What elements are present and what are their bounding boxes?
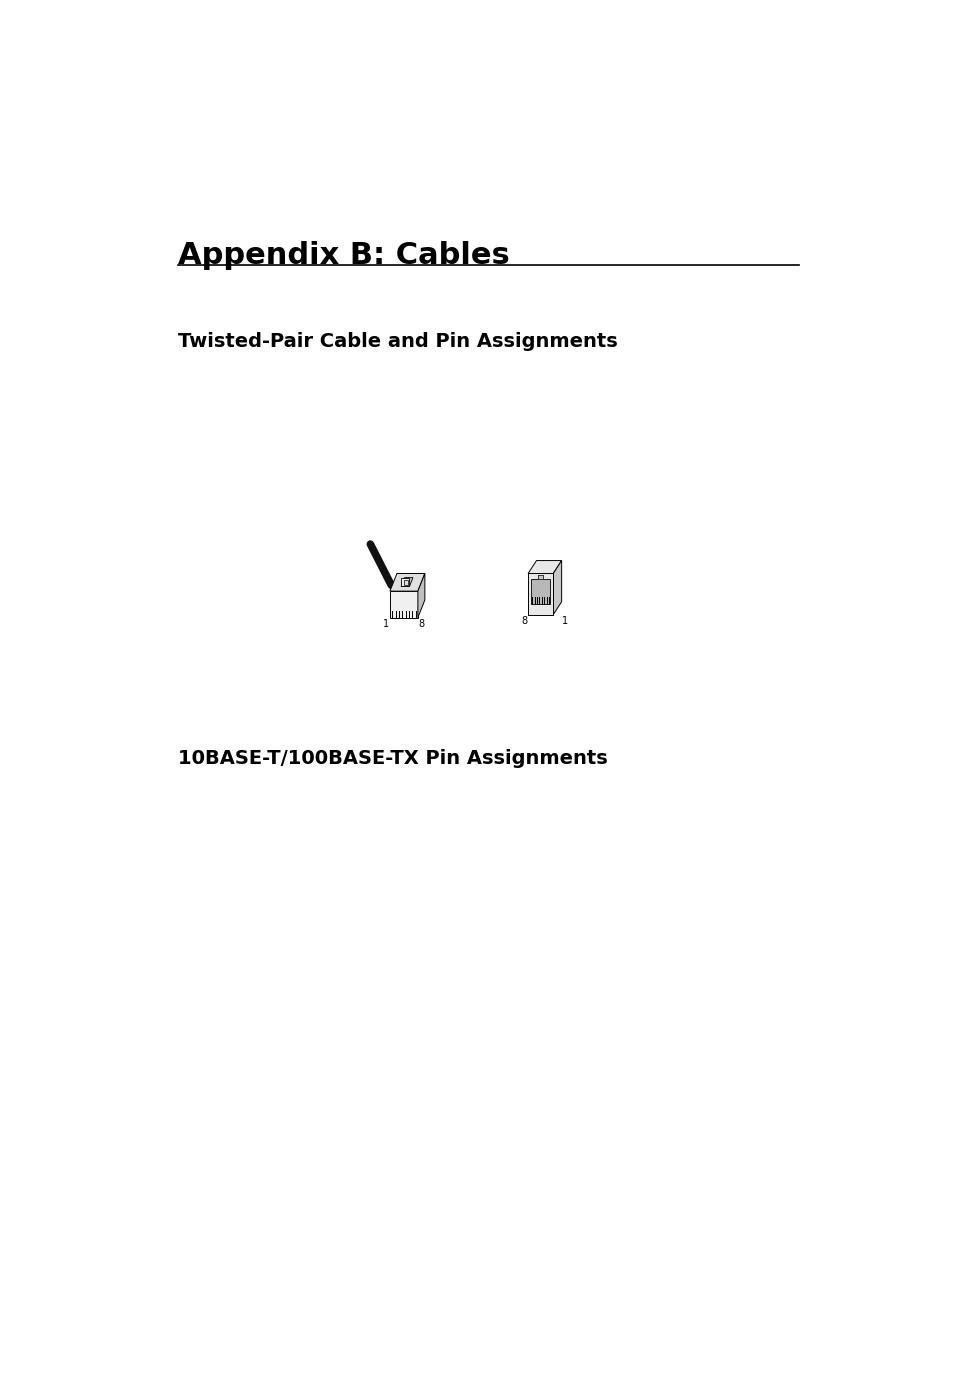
Text: 1: 1 xyxy=(561,616,568,626)
Polygon shape xyxy=(530,579,550,604)
Polygon shape xyxy=(390,591,417,618)
Text: Twisted-Pair Cable and Pin Assignments: Twisted-Pair Cable and Pin Assignments xyxy=(178,332,618,351)
Polygon shape xyxy=(537,575,543,579)
Text: Appendix B: Cables: Appendix B: Cables xyxy=(178,242,510,271)
Polygon shape xyxy=(403,580,408,584)
Polygon shape xyxy=(400,579,409,586)
Polygon shape xyxy=(528,573,553,615)
Text: 10BASE-T/100BASE-TX Pin Assignments: 10BASE-T/100BASE-TX Pin Assignments xyxy=(178,750,607,768)
Polygon shape xyxy=(390,573,424,591)
Polygon shape xyxy=(417,573,424,618)
Text: 8: 8 xyxy=(418,619,424,629)
Polygon shape xyxy=(537,575,542,579)
Polygon shape xyxy=(528,561,561,573)
Polygon shape xyxy=(553,561,561,615)
Text: 1: 1 xyxy=(383,619,389,629)
Polygon shape xyxy=(400,577,413,586)
Text: 8: 8 xyxy=(521,616,527,626)
